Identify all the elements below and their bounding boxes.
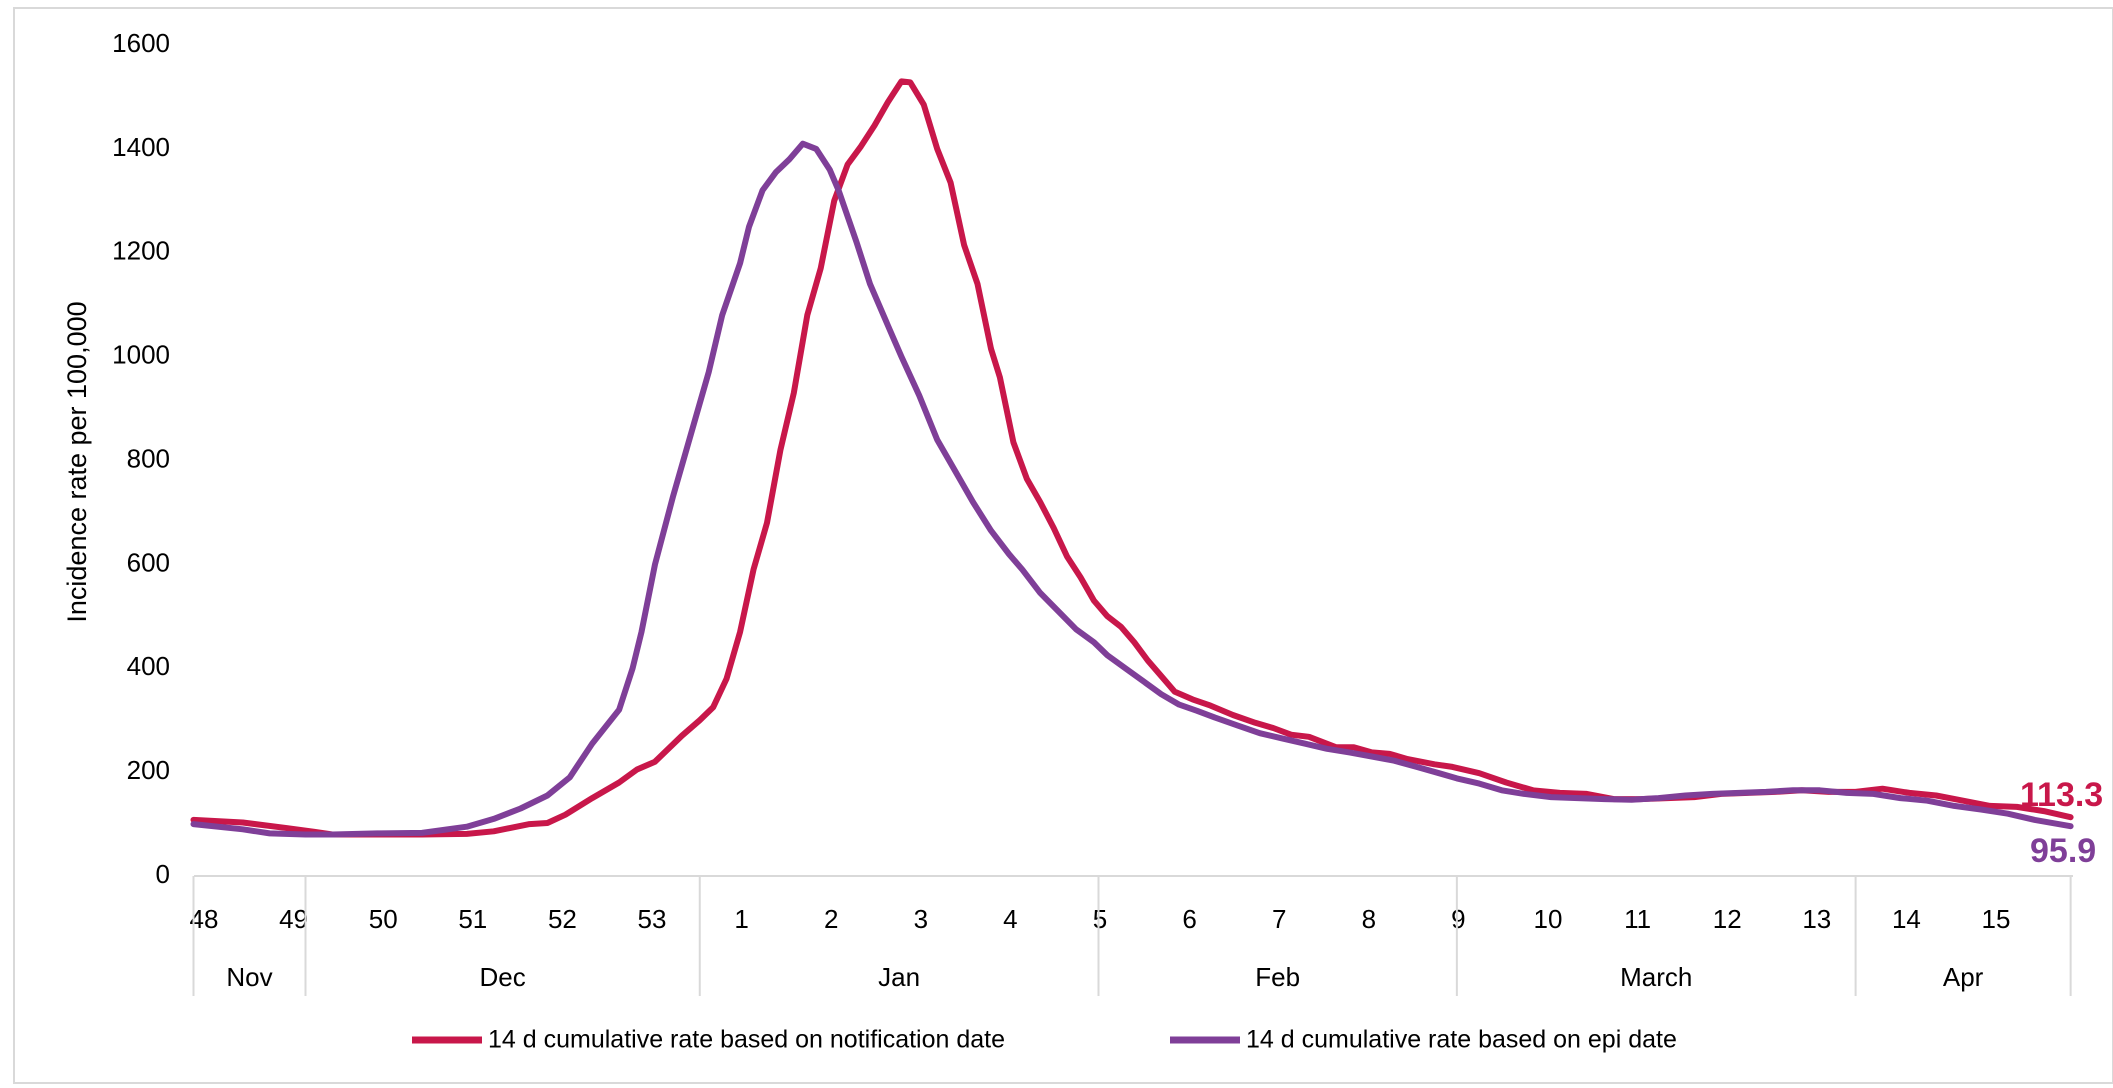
y-tick-label: 1400 [112,132,170,162]
x-tick-label: 12 [1713,904,1742,934]
month-label: Feb [1255,962,1300,992]
x-tick-label: 2 [824,904,838,934]
y-tick-label: 1200 [112,236,170,266]
plot-area [190,78,2074,838]
y-axis-title: Incidence rate per 100,000 [62,301,92,622]
x-tick-label: 51 [458,904,487,934]
x-tick-label: 9 [1451,904,1465,934]
x-tick-label: 5 [1093,904,1107,934]
y-axis: 0 200 400 600 800 1000 1200 1400 1600 [112,28,170,889]
x-tick-label: 8 [1362,904,1376,934]
y-tick-label: 600 [127,547,170,577]
x-tick-label: 15 [1982,904,2011,934]
legend-label-2: 14 d cumulative rate based on epi date [1246,1026,1677,1054]
x-tick-label: 53 [638,904,667,934]
month-label: March [1620,962,1692,992]
y-tick-label: 0 [156,859,170,889]
x-tick-label: 10 [1534,904,1563,934]
x-tick-label: 50 [369,904,398,934]
month-label: Jan [878,962,920,992]
x-tick-label: 4 [1003,904,1017,934]
series-line-2 [190,140,2074,838]
end-value-label-2: 95.9 [2030,832,2096,870]
legend: 14 d cumulative rate based on notificati… [412,1026,1677,1054]
x-tick-label: 1 [734,904,748,934]
month-label: Apr [1943,962,1984,992]
y-tick-label: 1600 [112,28,170,58]
y-tick-label: 1000 [112,340,170,370]
x-tick-label: 6 [1182,904,1196,934]
end-labels: 113.3 95.9 [2020,776,2103,870]
x-tick-label: 14 [1892,904,1921,934]
month-label: Dec [480,962,526,992]
x-tick-label: 3 [914,904,928,934]
y-tick-label: 200 [127,755,170,785]
x-tick-label: 7 [1272,904,1286,934]
y-tick-label: 800 [127,443,170,473]
y-tick-label: 400 [127,651,170,681]
x-tick-label: 52 [548,904,577,934]
legend-label-1: 14 d cumulative rate based on notificati… [488,1026,1005,1054]
x-tick-label: 13 [1802,904,1831,934]
x-tick-label: 49 [279,904,308,934]
end-value-label-1: 113.3 [2020,776,2103,814]
x-tick-label: 11 [1624,904,1651,934]
month-label: Nov [226,962,272,992]
